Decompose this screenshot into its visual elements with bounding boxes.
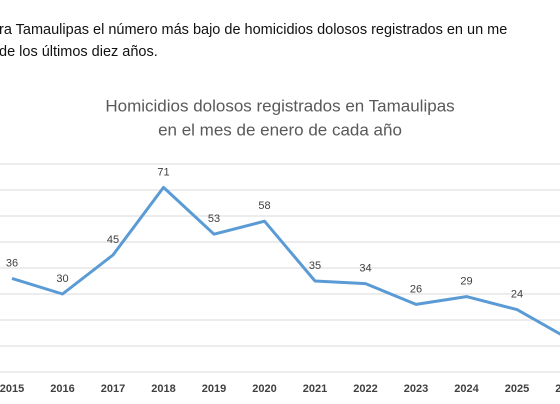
data-label: 45 xyxy=(107,234,119,246)
data-label: 36 xyxy=(6,257,18,269)
x-tick-label: 2026 xyxy=(555,383,560,395)
x-tick-label: 2024 xyxy=(454,383,479,395)
data-label: 24 xyxy=(511,289,523,301)
x-tick-label: 2016 xyxy=(50,383,74,395)
intro-line: ra Tamaulipas el número más bajo de homi… xyxy=(0,22,507,38)
data-label: 26 xyxy=(410,283,422,295)
chart-title: Homicidios dolosos registrados en Tamaul… xyxy=(105,96,454,115)
data-label: 29 xyxy=(460,276,472,288)
x-tick-label: 2022 xyxy=(353,383,377,395)
x-tick-label: 2020 xyxy=(252,383,276,395)
x-tick-label: 2018 xyxy=(151,383,175,395)
data-label: 71 xyxy=(157,166,169,178)
data-label: 58 xyxy=(258,200,270,212)
x-tick-label: 2025 xyxy=(505,383,529,395)
x-tick-label: 2015 xyxy=(0,383,24,395)
chart-title: en el mes de enero de cada año xyxy=(158,120,402,139)
data-label: 53 xyxy=(208,213,220,225)
x-tick-label: 2023 xyxy=(404,383,428,395)
x-tick-label: 2021 xyxy=(303,383,327,395)
data-label: 30 xyxy=(56,273,68,285)
x-tick-label: 2019 xyxy=(202,383,226,395)
data-label: 35 xyxy=(309,260,321,272)
data-label: 34 xyxy=(359,263,371,275)
intro-line: de los últimos diez años. xyxy=(0,44,158,60)
line xyxy=(11,185,560,336)
x-tick-label: 2017 xyxy=(101,383,125,395)
